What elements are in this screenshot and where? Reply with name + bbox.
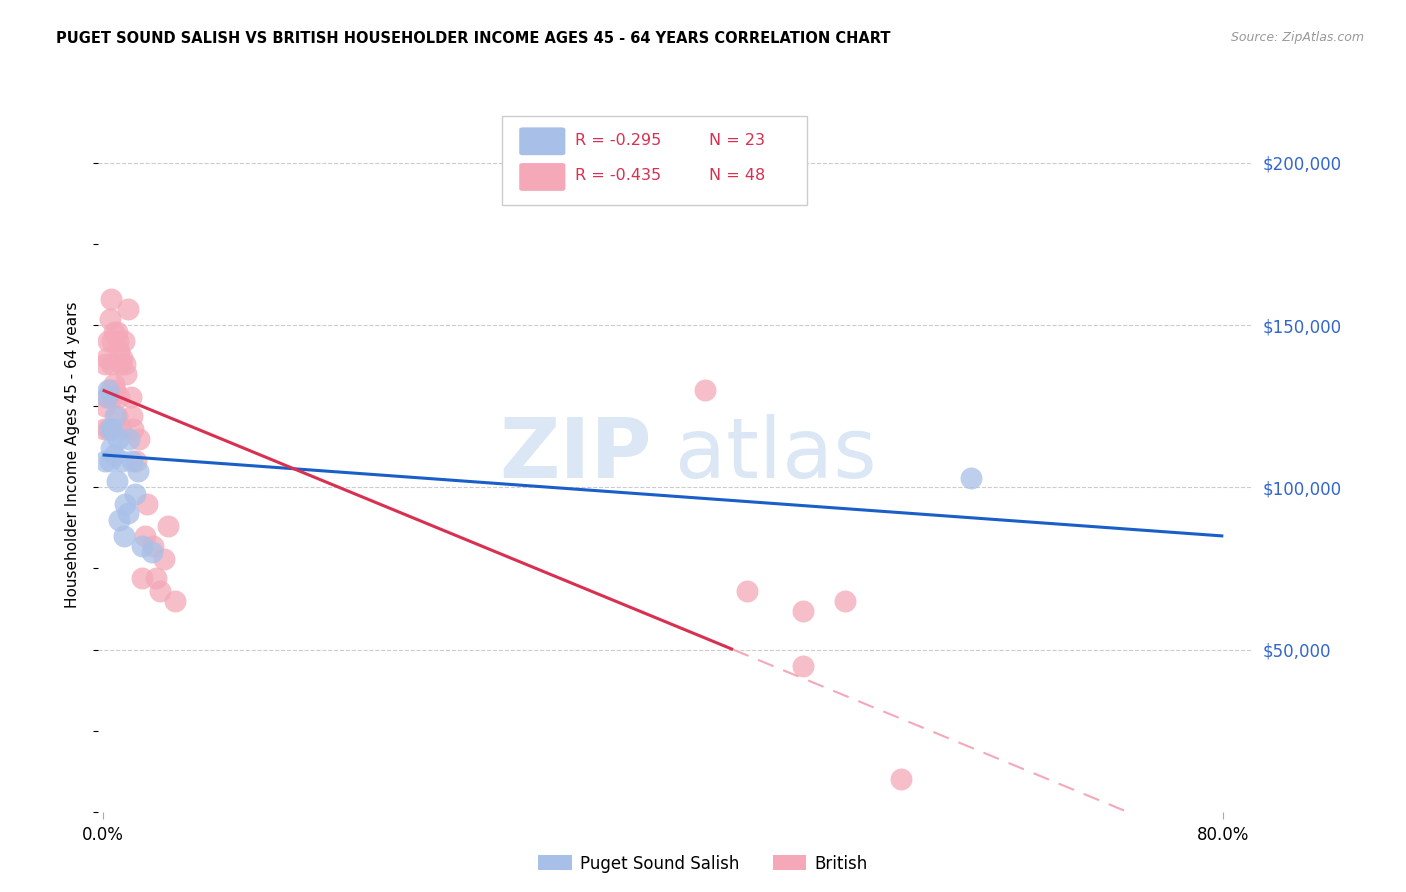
Point: [98, 454, 121, 468]
Point: [97, 334, 120, 349]
FancyBboxPatch shape: [519, 163, 565, 191]
Point: [108, 513, 131, 527]
Point: [960, 470, 983, 484]
Point: [145, 571, 167, 585]
Point: [153, 551, 176, 566]
Point: [157, 519, 180, 533]
Point: [131, 571, 153, 585]
Point: [103, 376, 125, 391]
Point: [112, 529, 135, 543]
Point: [100, 292, 122, 306]
Point: [122, 422, 145, 436]
Point: [149, 584, 172, 599]
Point: [101, 334, 124, 349]
Point: [104, 383, 127, 397]
Point: [107, 334, 129, 349]
Point: [125, 454, 148, 468]
Point: [142, 539, 165, 553]
Point: [98, 311, 121, 326]
Text: R = -0.295: R = -0.295: [575, 133, 661, 148]
Point: [107, 432, 129, 446]
Point: [97, 383, 120, 397]
Point: [101, 390, 124, 404]
Text: R = -0.435: R = -0.435: [575, 169, 661, 184]
Legend: Puget Sound Salish, British: Puget Sound Salish, British: [531, 848, 875, 880]
Point: [890, 772, 912, 787]
Point: [117, 506, 139, 520]
Text: N = 48: N = 48: [710, 169, 766, 184]
Point: [792, 658, 814, 673]
Text: atlas: atlas: [675, 415, 876, 495]
Text: ZIP: ZIP: [499, 415, 652, 495]
Text: N = 23: N = 23: [710, 133, 765, 148]
FancyBboxPatch shape: [502, 116, 807, 205]
Point: [127, 464, 149, 478]
Point: [120, 390, 142, 404]
Point: [792, 604, 814, 618]
Point: [98, 383, 121, 397]
Point: [100, 357, 122, 371]
Point: [98, 422, 121, 436]
Point: [110, 357, 132, 371]
Text: Source: ZipAtlas.com: Source: ZipAtlas.com: [1230, 31, 1364, 45]
Point: [94, 357, 117, 371]
Point: [111, 454, 134, 468]
Point: [131, 539, 153, 553]
Point: [115, 367, 138, 381]
Point: [134, 529, 156, 543]
Point: [117, 301, 139, 316]
Point: [93, 422, 115, 436]
Point: [136, 497, 159, 511]
Point: [121, 409, 143, 423]
Point: [735, 584, 758, 599]
Point: [97, 422, 120, 436]
Point: [103, 448, 125, 462]
Point: [121, 454, 143, 468]
Point: [165, 594, 187, 608]
Text: PUGET SOUND SALISH VS BRITISH HOUSEHOLDER INCOME AGES 45 - 64 YEARS CORRELATION : PUGET SOUND SALISH VS BRITISH HOUSEHOLDE…: [56, 31, 891, 46]
Point: [141, 545, 163, 559]
Point: [110, 422, 132, 436]
Point: [104, 409, 127, 423]
Point: [101, 422, 124, 436]
FancyBboxPatch shape: [519, 128, 565, 155]
Point: [103, 325, 125, 339]
Point: [834, 594, 856, 608]
Point: [105, 474, 128, 488]
Point: [108, 390, 131, 404]
Point: [96, 390, 118, 404]
Point: [111, 351, 134, 365]
Point: [105, 409, 128, 423]
Point: [108, 344, 131, 359]
Point: [100, 442, 122, 456]
Point: [693, 383, 716, 397]
Point: [118, 432, 141, 446]
Point: [96, 351, 118, 365]
Y-axis label: Householder Income Ages 45 - 64 years: Householder Income Ages 45 - 64 years: [65, 301, 80, 608]
Point: [114, 497, 136, 511]
Point: [128, 432, 150, 446]
Point: [105, 325, 128, 339]
Point: [112, 334, 135, 349]
Point: [94, 454, 117, 468]
Point: [114, 357, 136, 371]
Point: [96, 390, 118, 404]
Point: [94, 399, 117, 413]
Point: [124, 487, 146, 501]
